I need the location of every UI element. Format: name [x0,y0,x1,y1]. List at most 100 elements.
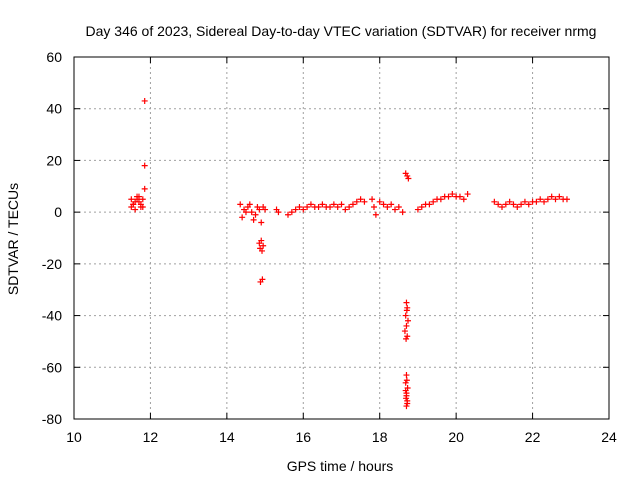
x-tick-label: 14 [219,429,235,445]
data-point [300,206,307,213]
data-point [403,335,410,342]
data-point [361,198,368,205]
data-point [401,328,408,335]
data-point [544,196,551,203]
data-point [134,193,141,200]
data-point [135,198,142,205]
series-seg-22.1-22.9 [533,193,570,205]
x-tick-label: 20 [448,429,464,445]
data-point [426,201,433,208]
plot-frame [73,56,610,420]
data-point [242,209,249,216]
data-point [128,196,135,203]
data-point [388,201,395,208]
data-point [132,206,139,213]
data-point [418,203,425,210]
data-point [460,196,467,203]
data-points-layer [128,97,570,410]
x-tick-label: 10 [66,429,82,445]
series-seg-17.1-17.6 [342,196,368,213]
data-point [403,392,410,399]
data-point [518,201,525,208]
data-point [258,237,265,244]
data-point [258,219,265,226]
grid-layer [74,57,609,419]
tick-layer: 10 12 14 16 18 20 22 24 -80 -60 -40 -20 0 20 40 60 [42,49,617,445]
data-point [327,203,334,210]
data-point [275,209,282,216]
data-point [399,209,406,216]
data-point [376,198,383,205]
y-tick-label: -60 [42,359,62,375]
data-point [315,203,322,210]
data-point [304,203,311,210]
x-tick-label: 16 [295,429,311,445]
y-tick-label: 60 [46,49,62,65]
data-point [260,242,267,249]
data-point [552,196,559,203]
data-point [296,203,303,210]
data-point [402,387,409,394]
data-point [369,196,376,203]
series-seg-21.0-22.0 [491,198,536,210]
data-point [502,201,509,208]
data-point [514,203,521,210]
y-axis-title: SDTVAR / TECUs [5,183,21,295]
data-point [521,198,528,205]
data-point [495,201,502,208]
data-point [130,201,137,208]
data-point [404,317,411,324]
x-tick-label: 24 [601,429,617,445]
data-point [342,206,349,213]
data-point [510,201,517,208]
series-drop-18.7 [401,299,411,410]
data-point [319,201,326,208]
data-point [456,193,463,200]
data-point [141,162,148,169]
x-tick-label: 18 [372,429,388,445]
series-high-18.7 [402,170,412,182]
data-point [285,211,291,218]
data-point [248,209,255,216]
series-seg-18.0-18.6 [376,198,406,216]
data-point [252,211,259,218]
data-point [246,201,253,208]
data-point [370,203,377,210]
data-point [262,206,269,213]
data-point [141,97,148,104]
data-point [239,214,246,221]
data-point [403,299,410,306]
data-point [430,198,437,205]
data-point [506,198,513,205]
data-point [288,209,295,216]
series-seg-15.3 [273,206,282,216]
data-point [449,191,456,198]
y-tick-label: -80 [42,411,62,427]
data-point [384,203,391,210]
data-point [372,211,379,218]
series-seg-14.3-15.0 [237,201,269,226]
data-point [392,206,398,213]
data-point [330,201,337,208]
y-tick-label: -40 [42,308,62,324]
chart-title: Day 346 of 2023, Sidereal Day-to-day VTE… [86,23,597,39]
data-point [548,193,555,200]
data-point [237,201,244,208]
data-point [464,191,471,198]
data-point [537,196,544,203]
data-point [137,203,144,210]
data-point [346,203,353,210]
data-point [437,196,444,203]
data-point [499,203,505,210]
y-tick-label: 40 [46,101,62,117]
data-point [563,196,570,203]
series-neg-14.9 [256,237,267,285]
data-point [141,185,148,192]
data-point [349,201,356,208]
data-point [533,198,540,205]
data-point [380,201,387,208]
data-point [353,198,360,205]
series-cluster-11.6 [128,193,146,213]
data-point [357,196,364,203]
